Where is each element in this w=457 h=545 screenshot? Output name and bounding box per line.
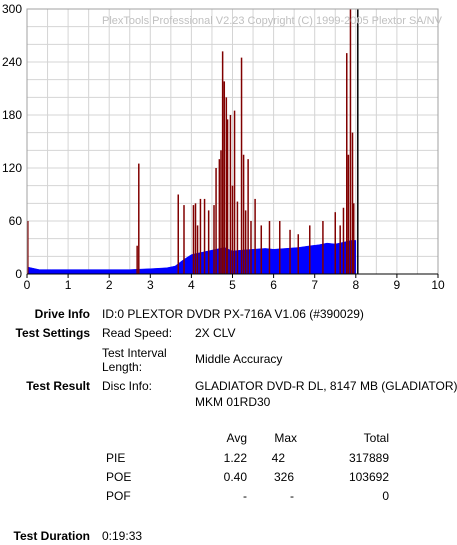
- stats-row-name: POE: [106, 470, 132, 484]
- stats-row-max: 42: [271, 451, 285, 465]
- x-tick-label: 5: [229, 278, 236, 292]
- x-tick-label: 7: [311, 278, 318, 292]
- read-speed-label: Read Speed:: [102, 326, 173, 340]
- test-settings-label: Test Settings: [15, 326, 90, 340]
- test-interval-label: Test Interval: [102, 346, 167, 360]
- drive-info-value: ID:0 PLEXTOR DVDR PX-716A V1.06 (#390029…: [102, 307, 364, 321]
- x-tick-label: 4: [188, 278, 195, 292]
- stats-header-total: Total: [363, 431, 389, 445]
- x-axis-ticks: 0 1 2 3 4 5 6 7 8 9 10: [24, 274, 445, 292]
- stats-row-avg: 0.40: [223, 470, 247, 484]
- test-duration-label: Test Duration: [13, 529, 90, 543]
- test-interval-label-2: Length:: [102, 360, 143, 374]
- x-tick-label: 6: [270, 278, 277, 292]
- stats-row-avg: 1.22: [223, 451, 247, 465]
- disc-info-label: Disc Info:: [102, 379, 153, 393]
- y-tick-label: 180: [2, 108, 22, 122]
- y-tick-label: 0: [15, 267, 22, 281]
- stats-row-max: -: [290, 489, 294, 503]
- stats-row-total: 317889: [348, 451, 389, 465]
- stats-row-max: 326: [273, 470, 294, 484]
- disc-info-line2: MKM 01RD30: [195, 395, 271, 409]
- chart-title: PlexTools Professional V2.23 Copyright (…: [102, 15, 443, 27]
- stats-row-total: 0: [382, 489, 389, 503]
- drive-info-label: Drive Info: [34, 307, 90, 321]
- stats-header-avg: Avg: [226, 431, 247, 445]
- y-tick-label: 60: [9, 214, 23, 228]
- x-tick-label: 0: [24, 278, 31, 292]
- stats-row-name: PIE: [106, 451, 126, 465]
- stats-header-max: Max: [274, 431, 297, 445]
- disc-info-line1: GLADIATOR DVD-R DL, 8147 MB (GLADIATOR): [195, 379, 457, 393]
- test-duration-value: 0:19:33: [102, 529, 143, 543]
- y-tick-label: 240: [2, 55, 22, 69]
- read-speed-value: 2X CLV: [195, 326, 236, 340]
- x-tick-label: 1: [65, 278, 72, 292]
- x-tick-label: 3: [147, 278, 154, 292]
- x-tick-label: 10: [431, 278, 445, 292]
- y-tick-label: 300: [2, 2, 22, 16]
- test-interval-value: Middle Accuracy: [195, 352, 283, 366]
- error-chart: 0 1 2 3 4 5 6 7 8 9 10 0 60 120 180 240 300 PlexTools P…: [2, 2, 445, 292]
- x-tick-label: 8: [352, 278, 359, 292]
- stats-row-total: 103692: [348, 470, 389, 484]
- stats-row-name: POF: [106, 489, 131, 503]
- y-axis-ticks: 0 60 120 180 240 300: [2, 2, 22, 281]
- y-tick-label: 120: [2, 161, 22, 175]
- x-tick-label: 2: [106, 278, 113, 292]
- x-tick-label: 9: [394, 278, 401, 292]
- test-result-label: Test Result: [26, 379, 90, 393]
- stats-row-avg: -: [243, 489, 247, 503]
- spike-series: [27, 9, 355, 274]
